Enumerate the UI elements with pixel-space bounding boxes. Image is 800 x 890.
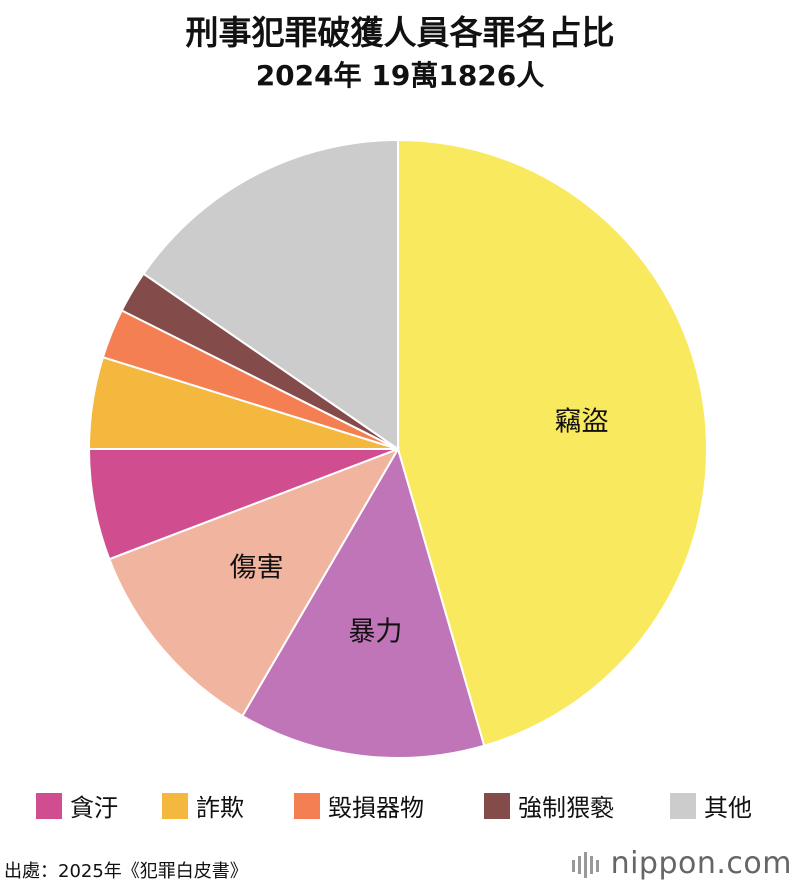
chart-subtitle: 2024年 19萬1826人 <box>255 59 545 92</box>
pie-slice-7 <box>142 138 399 451</box>
legend-swatch <box>670 792 696 819</box>
source-note: 出處：2025年《犯罪白皮書》 <box>4 861 248 882</box>
chart-title: 刑事犯罪破獲人員各罪名占比 <box>185 13 615 52</box>
pie-slice-1 <box>241 446 486 759</box>
nippon-logo-icon <box>572 852 599 878</box>
pie-label-0: 竊盜 <box>555 406 609 437</box>
legend-item-corruption: 貪汙 <box>36 788 118 823</box>
brand-logo: nippon.com <box>610 846 792 881</box>
pie-slice-0 <box>397 138 708 747</box>
legend-label: 詐欺 <box>196 794 244 822</box>
legend-label: 毀損器物 <box>328 794 424 822</box>
legend-swatch <box>162 792 188 819</box>
legend-swatch <box>484 792 510 819</box>
legend: 貪汙 詐欺 毀損器物 強制猥褻 其他 <box>0 788 800 828</box>
legend-label: 貪汙 <box>70 794 118 822</box>
pie-label-1: 暴力 <box>348 617 402 648</box>
legend-item-other: 其他 <box>670 788 752 823</box>
legend-swatch <box>36 792 62 819</box>
legend-item-fraud: 詐欺 <box>162 788 244 823</box>
legend-label: 強制猥褻 <box>518 794 614 822</box>
pie-slice-2 <box>108 447 401 718</box>
legend-swatch <box>294 792 320 819</box>
pie-label-2: 傷害 <box>230 552 284 583</box>
legend-item-indecency: 強制猥褻 <box>484 788 614 823</box>
legend-item-vandalism: 毀損器物 <box>294 788 424 823</box>
legend-label: 其他 <box>704 794 752 822</box>
